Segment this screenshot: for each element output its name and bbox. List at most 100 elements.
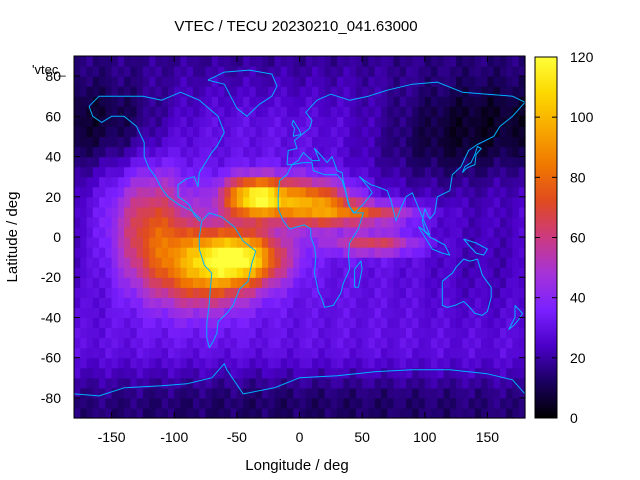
heatmap-cell <box>74 76 81 87</box>
heatmap-cell <box>368 317 376 329</box>
heatmap-cell <box>412 166 420 178</box>
heatmap-cell <box>305 226 313 238</box>
heatmap-cell <box>249 297 257 308</box>
heatmap-cell <box>449 56 457 67</box>
heatmap-cell <box>199 146 207 158</box>
heatmap-cell <box>167 357 175 369</box>
heatmap-cell <box>167 216 175 228</box>
heatmap-cell <box>86 136 94 148</box>
heatmap-cell <box>111 367 119 379</box>
heatmap-cell <box>424 387 432 399</box>
heatmap-cell <box>431 186 438 198</box>
heatmap-cell <box>305 247 313 258</box>
heatmap-cell <box>424 327 432 339</box>
heatmap-cell <box>318 66 326 77</box>
heatmap-cell <box>293 257 301 268</box>
heatmap-cell <box>412 327 420 339</box>
heatmap-cell <box>399 96 407 107</box>
heatmap-cell <box>506 277 514 288</box>
heatmap-cell <box>431 146 438 158</box>
heatmap-cell <box>462 257 470 268</box>
heatmap-cell <box>456 136 463 148</box>
heatmap-cell <box>293 56 301 67</box>
heatmap-cell <box>393 287 401 298</box>
heatmap-cell <box>117 387 125 399</box>
heatmap-cell <box>318 267 326 278</box>
heatmap-cell <box>343 76 351 87</box>
heatmap-cell <box>186 357 194 369</box>
heatmap-cell <box>374 186 382 198</box>
heatmap-cell <box>111 297 119 308</box>
heatmap-cell <box>205 76 213 87</box>
heatmap-cell <box>74 327 81 339</box>
heatmap-cell <box>261 76 269 87</box>
heatmap-cell <box>286 247 294 258</box>
heatmap-cell <box>130 56 138 67</box>
heatmap-cell <box>261 206 269 218</box>
heatmap-cell <box>174 327 182 339</box>
heatmap-cell <box>280 156 288 168</box>
heatmap-cell <box>405 317 413 329</box>
heatmap-cell <box>481 307 489 319</box>
heatmap-cell <box>431 267 438 278</box>
heatmap-cell <box>462 76 470 87</box>
heatmap-cell <box>387 186 395 198</box>
heatmap-cell <box>468 76 476 87</box>
heatmap-cell <box>380 96 388 107</box>
heatmap-cell <box>399 106 407 117</box>
heatmap-cell <box>431 247 438 258</box>
heatmap-cell <box>443 176 451 188</box>
heatmap-cell <box>362 56 369 67</box>
heatmap-cell <box>243 377 250 389</box>
heatmap-cell <box>92 226 100 238</box>
heatmap-cell <box>337 377 344 389</box>
heatmap-cell <box>374 156 382 168</box>
heatmap-cell <box>199 387 207 399</box>
heatmap-cell <box>499 347 507 359</box>
heatmap-cell <box>456 166 463 178</box>
heatmap-cell <box>374 76 382 87</box>
heatmap-cell <box>337 387 344 399</box>
heatmap-cell <box>499 66 507 77</box>
heatmap-cell <box>380 307 388 319</box>
heatmap-cell <box>512 257 520 268</box>
heatmap-cell <box>211 226 219 238</box>
heatmap-cell <box>431 317 438 329</box>
heatmap-cell <box>362 327 369 339</box>
heatmap-cell <box>117 337 125 349</box>
heatmap-cell <box>481 86 489 97</box>
heatmap-cell <box>456 216 463 228</box>
heatmap-cell <box>324 277 332 288</box>
heatmap-cell <box>349 166 357 178</box>
heatmap-cell <box>130 397 138 409</box>
heatmap-cell <box>493 96 501 107</box>
heatmap-cell <box>493 257 501 268</box>
heatmap-cell <box>268 307 276 319</box>
y-tick-label: -60 <box>41 350 61 366</box>
heatmap-cell <box>261 126 269 138</box>
heatmap-cell <box>193 56 200 67</box>
heatmap-cell <box>193 166 200 178</box>
heatmap-cell <box>155 347 163 359</box>
heatmap-cell <box>393 206 401 218</box>
heatmap-cell <box>218 257 225 268</box>
heatmap-cell <box>431 166 438 178</box>
heatmap-cell <box>518 116 526 127</box>
heatmap-cell <box>437 347 445 359</box>
heatmap-cell <box>243 317 250 329</box>
heatmap-cell <box>355 297 363 308</box>
heatmap-cell <box>443 226 451 238</box>
heatmap-cell <box>431 156 438 168</box>
heatmap-cell <box>74 337 81 349</box>
heatmap-cell <box>99 136 106 148</box>
heatmap-cell <box>211 237 219 248</box>
heatmap-cell <box>355 56 363 67</box>
heatmap-cell <box>136 206 144 218</box>
heatmap-cell <box>393 347 401 359</box>
heatmap-cell <box>92 56 100 67</box>
heatmap-cell <box>299 96 307 107</box>
heatmap-cell <box>481 357 489 369</box>
heatmap-cell <box>368 226 376 238</box>
heatmap-cell <box>312 387 319 399</box>
heatmap-cell <box>487 136 495 148</box>
